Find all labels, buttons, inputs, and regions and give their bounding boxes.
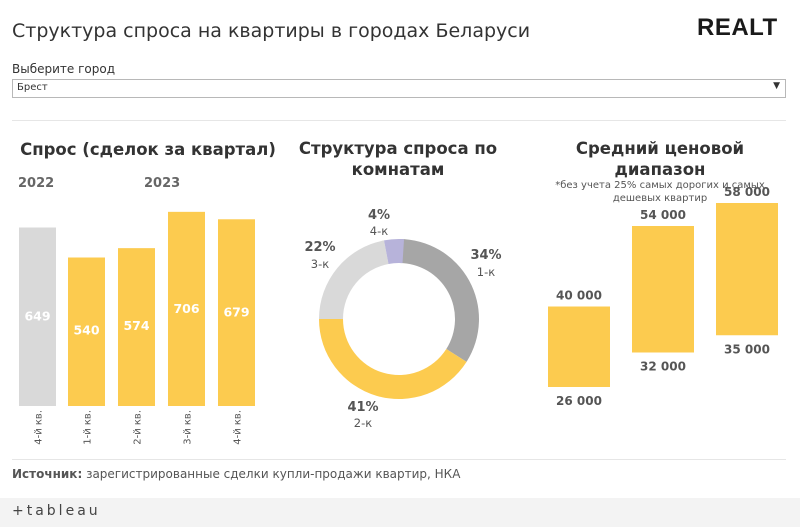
donut-label-2-к: 2-к: [354, 416, 372, 430]
demand-chart-title: Спрос (сделок за квартал): [20, 140, 276, 159]
demand-bar-value-0: 649: [24, 308, 50, 323]
donut-percent-1-к: 34%: [470, 248, 501, 263]
demand-bar-value-2: 574: [123, 318, 149, 333]
price-high-label-0: 40 000: [556, 289, 602, 303]
tableau-logo[interactable]: +tableau: [12, 503, 101, 519]
demand-bar-value-1: 540: [73, 323, 99, 338]
price-range-bar-1: [632, 226, 694, 353]
donut-percent-3-к: 22%: [304, 240, 335, 255]
demand-year-label-0: 2022: [18, 176, 54, 191]
price-low-label-1: 32 000: [640, 360, 686, 374]
price-chart-title-line2: диапазон: [614, 160, 706, 179]
divider-bottom: [12, 459, 786, 460]
rooms-chart-title-line1: Структура спроса по: [298, 139, 498, 158]
demand-bar-value-4: 679: [223, 304, 249, 319]
price-chart-title-line1: Средний ценовой: [575, 139, 745, 158]
price-chart-title: Средний ценовой диапазон: [560, 138, 760, 180]
city-select-value: Брест: [17, 82, 48, 93]
rooms-chart-title: Структура спроса по комнатам: [298, 138, 498, 180]
demand-year-label-1: 2023: [144, 176, 180, 191]
demand-bar-2: [118, 248, 155, 406]
demand-bar-4: [218, 219, 255, 406]
demand-quarter-label-0: 4-й кв.: [34, 410, 45, 445]
donut-slice-3-к: [319, 240, 389, 319]
chevron-down-icon[interactable]: ▼: [773, 81, 780, 91]
donut-percent-4-к: 4%: [368, 208, 390, 223]
donut-label-1-к: 1-к: [477, 265, 495, 279]
demand-quarter-label-3: 3-й кв.: [183, 410, 194, 445]
price-low-label-2: 35 000: [724, 342, 770, 356]
price-note: *без учета 25% самых дорогих и самых деш…: [530, 179, 790, 205]
tableau-footer: +tableau: [0, 498, 800, 527]
source-text: зарегистрированные сделки купли-продажи …: [82, 467, 461, 481]
donut-slice-4-к: [384, 239, 405, 264]
demand-quarter-label-2: 2-й кв.: [133, 410, 144, 445]
donut-slice-1-к: [399, 239, 479, 362]
demand-bar-3: [168, 211, 205, 406]
price-low-label-0: 26 000: [556, 394, 602, 408]
donut-label-4-к: 4-к: [370, 224, 388, 238]
demand-bar-value-3: 706: [173, 301, 199, 316]
page-title: Структура спроса на квартиры в городах Б…: [12, 20, 531, 42]
demand-quarter-label-1: 1-й кв.: [83, 410, 94, 445]
price-range-bar-2: [716, 203, 778, 336]
demand-bar-1: [68, 257, 105, 406]
demand-bar-0: [19, 227, 56, 406]
source-label: Источник:: [12, 467, 83, 481]
realt-logo[interactable]: REALT: [697, 14, 778, 41]
divider-top: [12, 120, 786, 121]
city-select[interactable]: Брест ▼: [12, 79, 786, 98]
donut-percent-2-к: 41%: [347, 400, 378, 415]
donut-label-3-к: 3-к: [311, 257, 329, 271]
donut-slice-2-к: [319, 319, 467, 400]
source-note: Источник: зарегистрированные сделки купл…: [12, 467, 460, 481]
price-note-line2: дешевых квартир: [612, 193, 708, 204]
price-high-label-1: 54 000: [640, 208, 686, 222]
demand-quarter-label-4: 4-й кв.: [233, 410, 244, 445]
city-filter-label: Выберите город: [12, 62, 115, 76]
rooms-chart-title-line2: комнатам: [351, 160, 445, 179]
price-note-line1: *без учета 25% самых дорогих и самых: [555, 180, 765, 191]
price-range-bar-0: [548, 306, 610, 387]
price-high-label-2: 58 000: [724, 185, 770, 199]
